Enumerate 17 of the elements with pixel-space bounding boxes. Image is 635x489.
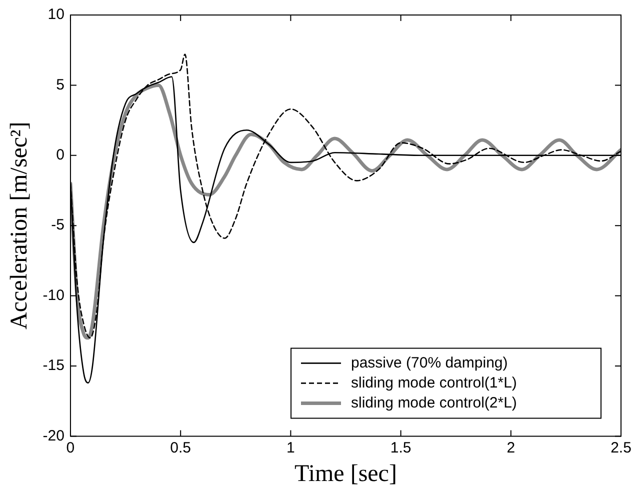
- legend-label: sliding mode control(1*L): [351, 374, 517, 392]
- x-tick-label: 1.5: [390, 439, 412, 456]
- legend-label: sliding mode control(2*L): [351, 394, 517, 412]
- y-tick-label: 10: [48, 6, 64, 24]
- y-tick-label: -5: [51, 216, 64, 234]
- x-tick-label: 0.5: [170, 439, 192, 456]
- y-tick-label: 5: [56, 76, 64, 94]
- y-tick-label: 0: [56, 146, 64, 164]
- y-tick-label: -15: [42, 357, 64, 374]
- y-tick-label: -10: [42, 286, 64, 304]
- x-axis-title: Time [sec]: [294, 460, 397, 487]
- y-axis-title: Acceleration [m/sec²]: [6, 122, 33, 330]
- x-tick-label: 2.5: [610, 439, 632, 456]
- y-tick-label: -20: [42, 427, 64, 444]
- x-tick-label: 2: [506, 439, 516, 456]
- x-tick-label: 1: [286, 439, 295, 456]
- legend-label: passive (70% damping): [351, 354, 508, 372]
